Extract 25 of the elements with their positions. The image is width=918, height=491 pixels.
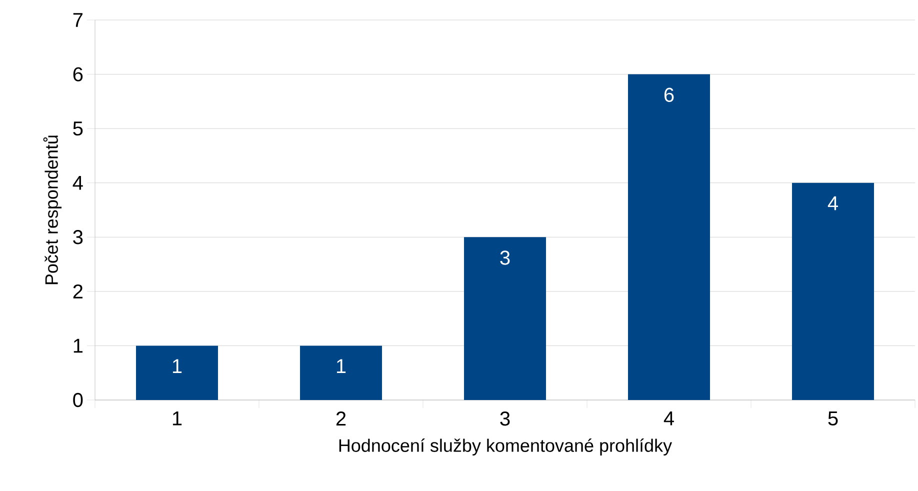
data-label: 1	[172, 359, 182, 373]
x-axis-title: Hodnocení služby komentované prohlídky	[339, 438, 672, 456]
y-tick-label: 5	[73, 122, 83, 136]
x-tick-label: 4	[664, 412, 674, 426]
bar	[464, 237, 546, 400]
bar	[136, 346, 218, 400]
y-tick-label: 4	[72, 176, 83, 190]
data-label: 6	[664, 88, 674, 102]
y-tick-label: 1	[74, 338, 82, 353]
bar	[300, 346, 382, 400]
y-tick-label: 2	[73, 284, 82, 298]
data-label: 1	[336, 359, 346, 373]
y-tick-label: 0	[73, 392, 83, 408]
bar	[792, 182, 874, 400]
x-tick-label: 3	[500, 412, 510, 426]
y-tick-label: 6	[73, 67, 83, 82]
y-tick-label: 3	[73, 230, 83, 244]
bar	[628, 74, 710, 400]
y-axis-title: Počet respondentů	[43, 136, 62, 284]
data-label: 3	[500, 250, 510, 265]
x-tick-label: 2	[336, 412, 346, 426]
x-tick-label: 1	[172, 412, 182, 426]
y-tick-label: 7	[73, 13, 82, 27]
data-label: 4	[828, 196, 838, 210]
x-tick-label: 5	[828, 412, 838, 426]
